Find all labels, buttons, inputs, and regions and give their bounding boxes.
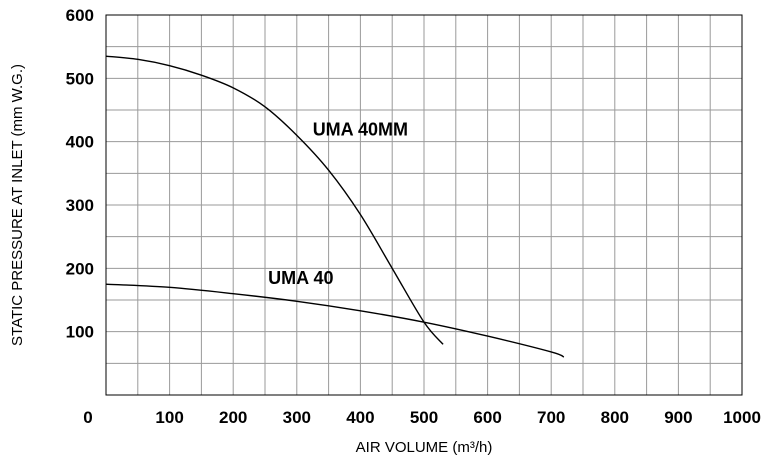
- plot-frame: [105, 14, 743, 396]
- y-tick-label: 400: [66, 133, 94, 152]
- x-tick-label: 1000: [723, 408, 761, 427]
- x-tick-label: 500: [410, 408, 438, 427]
- x-tick-label: 400: [346, 408, 374, 427]
- series-labels: UMA 40MM UMA 40: [268, 119, 408, 288]
- x-tick-label: 300: [283, 408, 311, 427]
- x-tick-label: 800: [601, 408, 629, 427]
- y-tick-label: 500: [66, 69, 94, 88]
- y-tick-label: 100: [66, 323, 94, 342]
- y-tick-label: 600: [66, 6, 94, 25]
- y-tick-label: 300: [66, 196, 94, 215]
- grid: [106, 15, 742, 395]
- x-tick-label: 200: [219, 408, 247, 427]
- x-tick-label: 100: [155, 408, 183, 427]
- series-label-1: UMA 40MM: [313, 119, 408, 139]
- series-line-1: [105, 55, 444, 345]
- x-tick-label: 900: [664, 408, 692, 427]
- tick-labels: 0 100 200 300 400 500 600 700 800 900 1000 100 200 30…: [66, 6, 761, 427]
- series-line-2: [105, 283, 565, 358]
- x-tick-label: 600: [473, 408, 501, 427]
- series-label-2: UMA 40: [268, 268, 333, 288]
- x-axis-label: AIR VOLUME (m³/h): [356, 439, 493, 456]
- y-axis-label: STATIC PRESSURE AT INLET (mm W.G.): [9, 64, 26, 346]
- x-tick-label: 0: [83, 408, 92, 427]
- series-lines: [105, 55, 565, 358]
- x-tick-label: 700: [537, 408, 565, 427]
- y-tick-label: 200: [66, 259, 94, 278]
